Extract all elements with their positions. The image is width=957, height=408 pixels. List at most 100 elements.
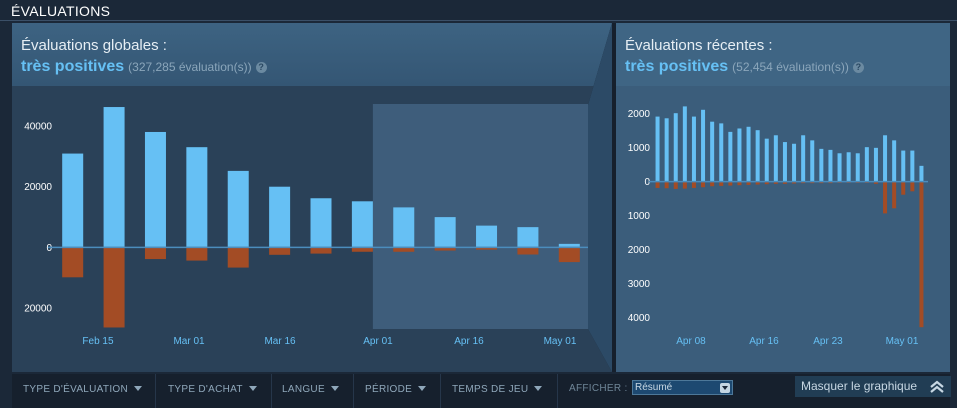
overall-reviews-summary: très positives (327,285 évaluation(s))? [21, 58, 267, 76]
positive-bar[interactable] [62, 153, 84, 247]
positive-bar[interactable] [792, 143, 797, 182]
negative-bar[interactable] [682, 181, 687, 189]
negative-bar[interactable] [476, 246, 498, 250]
filter-purchase-type[interactable]: TYPE D'ACHAT [168, 384, 257, 395]
y-tick-label: 1000 [628, 211, 651, 222]
recent-reviews-label: Évaluations récentes : [625, 37, 773, 54]
section-title: ÉVALUATIONS [11, 3, 111, 19]
filter-period[interactable]: PÉRIODE [365, 384, 427, 395]
positive-bar[interactable] [393, 207, 415, 247]
positive-bar[interactable] [892, 140, 897, 182]
positive-bar[interactable] [764, 138, 769, 182]
negative-bar[interactable] [655, 181, 660, 188]
help-icon[interactable]: ? [852, 62, 864, 73]
positive-bar[interactable] [269, 186, 291, 247]
positive-bar[interactable] [664, 118, 669, 182]
double-chevron-up-icon [930, 380, 944, 393]
filter-language[interactable]: LANGUE [282, 384, 339, 395]
positive-bar[interactable] [773, 135, 778, 182]
filter-playtime[interactable]: TEMPS DE JEU [452, 384, 543, 395]
positive-bar[interactable] [476, 225, 498, 247]
negative-bar[interactable] [719, 181, 724, 186]
positive-bar[interactable] [701, 109, 706, 182]
negative-bar[interactable] [664, 181, 669, 189]
negative-bar[interactable] [701, 181, 706, 188]
negative-bar[interactable] [351, 246, 373, 252]
negative-bar[interactable] [434, 246, 456, 251]
filter-review-type[interactable]: TYPE D'ÉVALUATION [23, 384, 142, 395]
positive-bar[interactable] [310, 198, 332, 247]
positive-bar[interactable] [558, 243, 580, 247]
positive-bar[interactable] [673, 113, 678, 182]
negative-bar[interactable] [901, 181, 906, 195]
positive-bar[interactable] [227, 170, 249, 247]
negative-bar[interactable] [919, 181, 924, 328]
positive-bar[interactable] [728, 131, 733, 182]
positive-bar[interactable] [737, 128, 742, 182]
negative-bar[interactable] [310, 246, 332, 254]
negative-bar[interactable] [910, 181, 915, 192]
negative-bar[interactable] [558, 246, 580, 263]
negative-bar[interactable] [186, 246, 208, 261]
positive-bar[interactable] [710, 121, 715, 182]
positive-bar[interactable] [186, 147, 208, 247]
help-icon[interactable]: ? [255, 62, 267, 73]
negative-bar[interactable] [773, 181, 778, 184]
negative-bar[interactable] [892, 181, 897, 209]
negative-bar[interactable] [393, 246, 415, 252]
positive-bar[interactable] [691, 116, 696, 182]
positive-bar[interactable] [682, 106, 687, 182]
negative-bar[interactable] [62, 246, 84, 278]
negative-bar[interactable] [764, 181, 769, 185]
positive-bar[interactable] [864, 147, 869, 182]
positive-bar[interactable] [801, 135, 806, 182]
negative-bar[interactable] [710, 181, 715, 187]
positive-bar[interactable] [919, 165, 924, 182]
positive-bar[interactable] [910, 150, 915, 182]
positive-bar[interactable] [873, 147, 878, 182]
chart-connector [588, 23, 618, 372]
negative-bar[interactable] [883, 181, 888, 214]
positive-bar[interactable] [828, 149, 833, 182]
hide-graph-button[interactable]: Masquer le graphique [795, 376, 951, 397]
negative-bar[interactable] [746, 181, 751, 185]
negative-bar[interactable] [673, 181, 678, 189]
negative-bar[interactable] [227, 246, 249, 268]
positive-bar[interactable] [351, 201, 373, 247]
x-tick-label: May 01 [544, 336, 577, 347]
recent-reviews-header: Évaluations récentes : très positives (52… [616, 23, 950, 86]
negative-bar[interactable] [755, 181, 760, 185]
negative-bar[interactable] [737, 181, 742, 186]
positive-bar[interactable] [855, 153, 860, 182]
positive-bar[interactable] [883, 135, 888, 182]
negative-bar[interactable] [144, 246, 166, 260]
positive-bar[interactable] [719, 123, 724, 182]
positive-bar[interactable] [144, 131, 166, 247]
negative-bar[interactable] [728, 181, 733, 186]
positive-bar[interactable] [746, 126, 751, 182]
positive-bar[interactable] [810, 140, 815, 182]
negative-bar[interactable] [782, 181, 787, 184]
overall-reviews-label: Évaluations globales : [21, 37, 167, 54]
negative-bar[interactable] [269, 246, 291, 255]
chevron-down-icon [134, 386, 142, 391]
positive-bar[interactable] [655, 116, 660, 182]
recent-rating[interactable]: très positives [625, 58, 729, 75]
display-select[interactable]: Résumé [632, 380, 733, 395]
positive-bar[interactable] [434, 217, 456, 247]
negative-bar[interactable] [103, 246, 125, 328]
positive-bar[interactable] [837, 153, 842, 182]
chevron-down-icon [330, 386, 339, 391]
negative-bar[interactable] [517, 246, 539, 255]
positive-bar[interactable] [755, 130, 760, 182]
positive-bar[interactable] [517, 227, 539, 247]
positive-bar[interactable] [819, 148, 824, 182]
negative-bar[interactable] [691, 181, 696, 188]
positive-bar[interactable] [901, 150, 906, 182]
positive-bar[interactable] [782, 142, 787, 182]
display-label: AFFICHER : [569, 383, 628, 394]
negative-bar[interactable] [873, 181, 878, 184]
positive-bar[interactable] [103, 107, 125, 247]
overall-rating[interactable]: très positives [21, 58, 125, 75]
positive-bar[interactable] [846, 152, 851, 182]
